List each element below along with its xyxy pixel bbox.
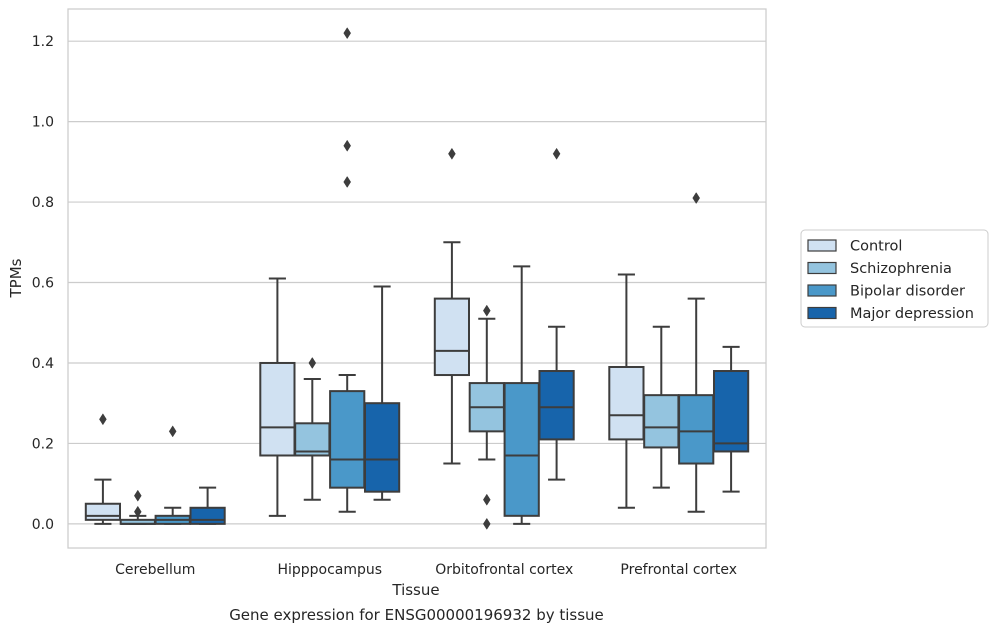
outlier-point (343, 139, 351, 152)
legend-item: Major depression (807, 306, 974, 322)
y-tick-label: 0.4 (32, 356, 54, 372)
box-rect (712, 370, 750, 453)
box-groups (84, 27, 750, 530)
box-plot-item (154, 425, 191, 525)
outlier-point (343, 175, 351, 188)
box-plot-item (608, 273, 645, 509)
legend-swatch (807, 306, 837, 320)
outlier-point (134, 505, 142, 518)
legend-item: Control (807, 239, 902, 255)
box-plot-item (189, 486, 226, 525)
outlier-point (483, 304, 491, 317)
box-rect (363, 402, 401, 493)
box-rect (84, 502, 122, 521)
box-plot-item (84, 413, 122, 525)
box-rect (538, 370, 575, 441)
x-axis-label: Tissue (391, 581, 439, 599)
x-tick-label: Hipppocampus (277, 562, 382, 578)
legend-label: Major depression (850, 306, 974, 322)
y-tick-label: 1.0 (32, 115, 54, 131)
box-plot-item (363, 285, 401, 501)
box-plot-item (119, 489, 156, 525)
y-tick-label: 0.8 (32, 195, 54, 211)
x-axis: Cerebellum Hipppocampus Orbitofrontal cort… (115, 562, 737, 578)
box-plot-item (468, 304, 505, 530)
box-rect (678, 394, 715, 465)
outlier-point (343, 27, 351, 40)
x-tick-label: Orbitofrontal cortex (435, 562, 573, 578)
legend-swatch (807, 239, 837, 252)
box-rect (503, 382, 540, 517)
legend-swatch (807, 284, 837, 297)
plot-frame (67, 8, 767, 549)
box-plot-item (503, 265, 540, 525)
x-tick-label: Prefrontal cortex (620, 562, 737, 578)
box-plot-item (294, 357, 331, 501)
box-rect (329, 390, 366, 489)
box-rect (259, 361, 296, 457)
outlier-point (483, 493, 491, 506)
y-tick-label: 1.2 (32, 34, 54, 50)
outlier-point (168, 425, 177, 438)
chart-caption: Gene expression for ENSG00000196932 by t… (229, 606, 604, 624)
legend-label: Control (850, 239, 902, 255)
legend-item: Bipolar disorder (807, 284, 965, 300)
legend-label: Schizophrenia (850, 261, 952, 277)
legend-swatch (807, 261, 837, 275)
legend-frame (800, 229, 989, 328)
legend-item: Schizophrenia (807, 261, 952, 277)
box-plot-item (643, 325, 680, 489)
y-tick-label: 0.0 (32, 517, 54, 533)
outlier-point (308, 357, 317, 369)
box-plot-item (538, 147, 575, 481)
box-rect (608, 365, 645, 441)
grid-lines (68, 40, 766, 525)
outlier-point (483, 517, 491, 530)
box-rect (189, 506, 226, 525)
outlier-point (448, 147, 456, 160)
x-tick-label: Cerebellum (115, 562, 195, 578)
y-axis: 0.0 0.2 0.4 0.6 0.8 1.0 1.2 (32, 34, 54, 533)
box-plot-item (259, 277, 296, 517)
outlier-point (99, 413, 107, 426)
box-rect (643, 394, 680, 449)
legend: Control Schizophrenia Bipolar disorder Majo… (800, 229, 989, 328)
box-plot-item (712, 345, 750, 493)
outlier-point (692, 192, 700, 205)
box-plot-item (329, 27, 366, 513)
outlier-point (134, 489, 142, 502)
y-tick-label: 0.2 (32, 436, 54, 452)
legend-label: Bipolar disorder (850, 284, 965, 300)
outlier-point (552, 147, 561, 160)
box-plot-item (433, 147, 471, 465)
y-tick-label: 0.6 (32, 276, 54, 292)
box-plot-item (678, 192, 715, 513)
box-rect (433, 297, 471, 377)
y-axis-label: TPMs (7, 258, 25, 298)
